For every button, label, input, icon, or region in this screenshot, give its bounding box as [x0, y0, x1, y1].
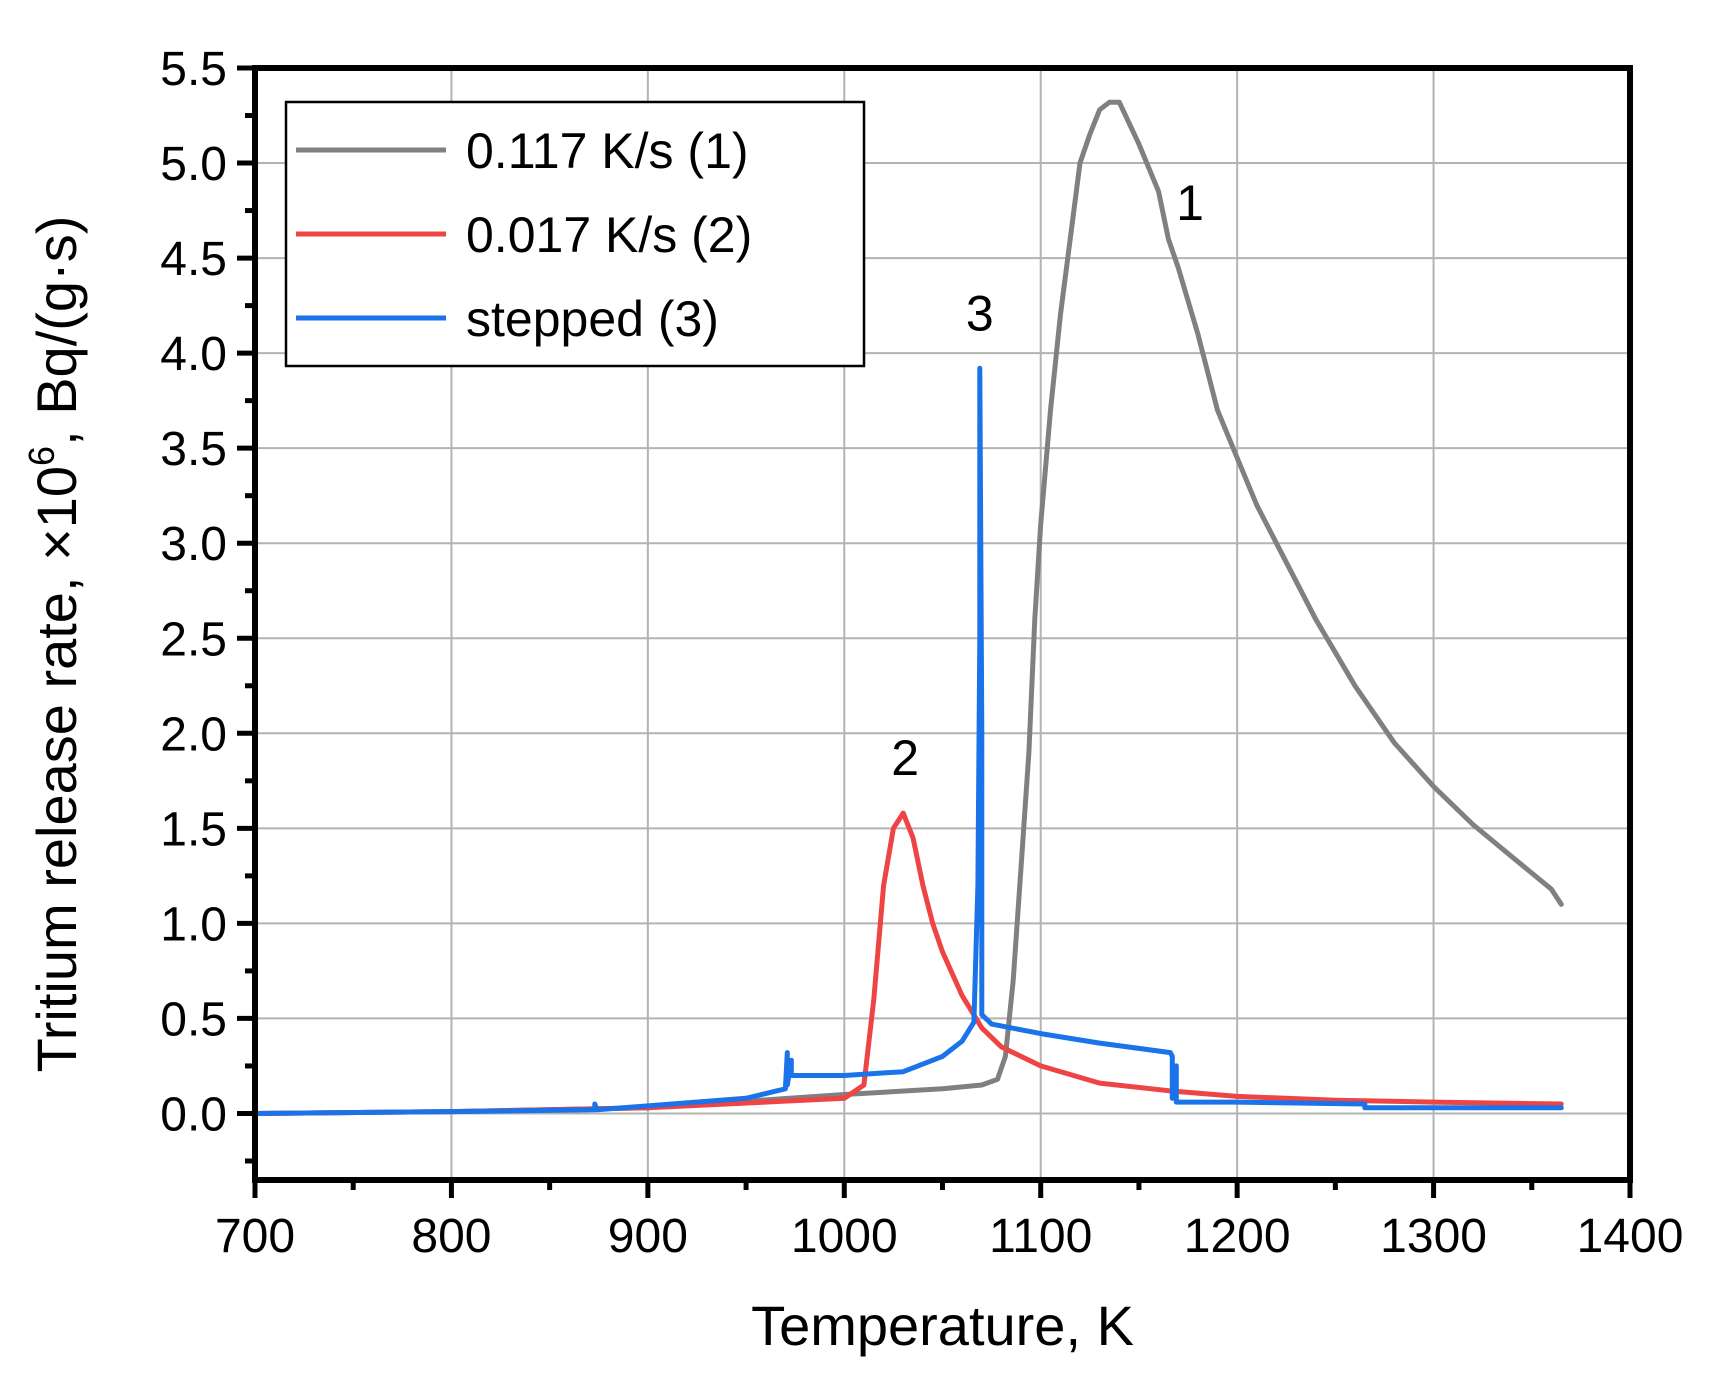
- y-tick-label-11: 5.5: [160, 43, 227, 96]
- peak-label-1: 1: [1176, 175, 1204, 231]
- y-axis-title-tail: , Bq/(g·s): [25, 216, 88, 446]
- y-tick-label-2: 1.0: [160, 898, 227, 951]
- peak-label-2: 2: [891, 730, 919, 786]
- y-axis-title-superscript: 6: [21, 446, 62, 466]
- x-tick-label-0: 700: [215, 1210, 295, 1263]
- x-axis-title: Temperature, K: [751, 1294, 1134, 1357]
- series-line-1: [252, 99, 1564, 1116]
- x-tick-label-6: 1300: [1380, 1210, 1487, 1263]
- y-tick-label-1: 0.5: [160, 993, 227, 1046]
- y-tick-label-9: 4.5: [160, 233, 227, 286]
- x-tick-label-1: 800: [411, 1210, 491, 1263]
- y-tick-label-4: 2.0: [160, 708, 227, 761]
- legend-label-3: stepped (3): [466, 291, 719, 347]
- y-axis-title-main: Tritium release rate, ×10: [25, 466, 88, 1072]
- series-line-3: [252, 365, 1564, 1116]
- x-tick-label-3: 1000: [791, 1210, 898, 1263]
- y-tick-label-3: 1.5: [160, 803, 227, 856]
- y-tick-label-10: 5.0: [160, 138, 227, 191]
- y-tick-label-7: 3.5: [160, 423, 227, 476]
- y-axis-title: Tritium release rate, ×106, Bq/(g·s): [21, 216, 88, 1073]
- peak-label-3: 3: [966, 285, 994, 341]
- x-tick-label-5: 1200: [1184, 1210, 1291, 1263]
- tick-labels: 700 800 900 1000 1100 1200 1300 1400 0.0 0.5 1.0 1.…: [160, 43, 1683, 1263]
- y-tick-label-8: 4.0: [160, 328, 227, 381]
- legend: 0.117 K/s (1) 0.017 K/s (2) stepped (3): [284, 100, 866, 368]
- legend-label-1: 0.117 K/s (1): [466, 123, 749, 179]
- y-tick-label-0: 0.0: [160, 1088, 227, 1141]
- legend-label-2: 0.017 K/s (2): [466, 207, 752, 263]
- x-tick-label-4: 1100: [989, 1210, 1092, 1263]
- x-tick-label-2: 900: [608, 1210, 688, 1263]
- annotations: 1 2 3: [891, 175, 1204, 786]
- y-tick-label-5: 2.5: [160, 613, 227, 666]
- y-tick-label-6: 3.0: [160, 518, 227, 571]
- series-group: [252, 99, 1564, 1116]
- x-tick-label-7: 1400: [1577, 1210, 1684, 1263]
- ticks: [237, 65, 1633, 1198]
- series-line-2: [252, 810, 1564, 1116]
